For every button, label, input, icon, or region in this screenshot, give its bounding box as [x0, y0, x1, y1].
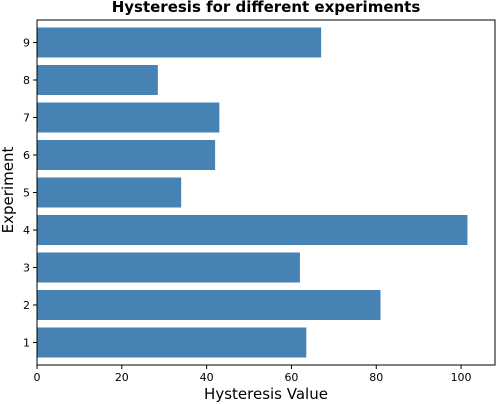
- y-tick-label: 4: [23, 224, 30, 237]
- bar-experiment-6: [37, 140, 216, 170]
- x-tick-label: 60: [284, 371, 298, 384]
- x-axis-ticks: 0 20 40 60 80 100: [34, 365, 472, 384]
- chart-title: Hysteresis for different experiments: [112, 0, 421, 16]
- bar-experiment-7: [37, 102, 220, 133]
- bar-experiment-2: [37, 290, 381, 320]
- y-tick-label: 6: [23, 149, 30, 162]
- y-tick-label: 3: [23, 262, 30, 275]
- x-tick-label: 80: [369, 371, 383, 384]
- x-tick-label: 100: [451, 371, 472, 384]
- x-tick-label: 20: [115, 371, 129, 384]
- y-tick-label: 8: [23, 74, 30, 87]
- bars-group: [37, 27, 468, 358]
- x-tick-label: 40: [200, 371, 214, 384]
- y-axis-ticks: 1 2 3 4 5 6 7 8 9: [23, 37, 37, 350]
- x-tick-label: 0: [34, 371, 41, 384]
- y-tick-label: 5: [23, 187, 30, 200]
- y-tick-label: 2: [23, 299, 30, 312]
- y-tick-label: 7: [23, 112, 30, 125]
- y-axis-label: Experiment: [0, 147, 17, 234]
- bar-experiment-8: [37, 65, 158, 95]
- y-tick-label: 1: [23, 337, 30, 350]
- x-axis-label: Hysteresis Value: [204, 385, 328, 403]
- y-tick-label: 9: [23, 37, 30, 50]
- bar-experiment-9: [37, 27, 322, 58]
- bar-experiment-5: [37, 177, 182, 208]
- bar-experiment-4: [37, 215, 468, 245]
- bar-experiment-1: [37, 327, 307, 358]
- bar-experiment-3: [37, 252, 300, 283]
